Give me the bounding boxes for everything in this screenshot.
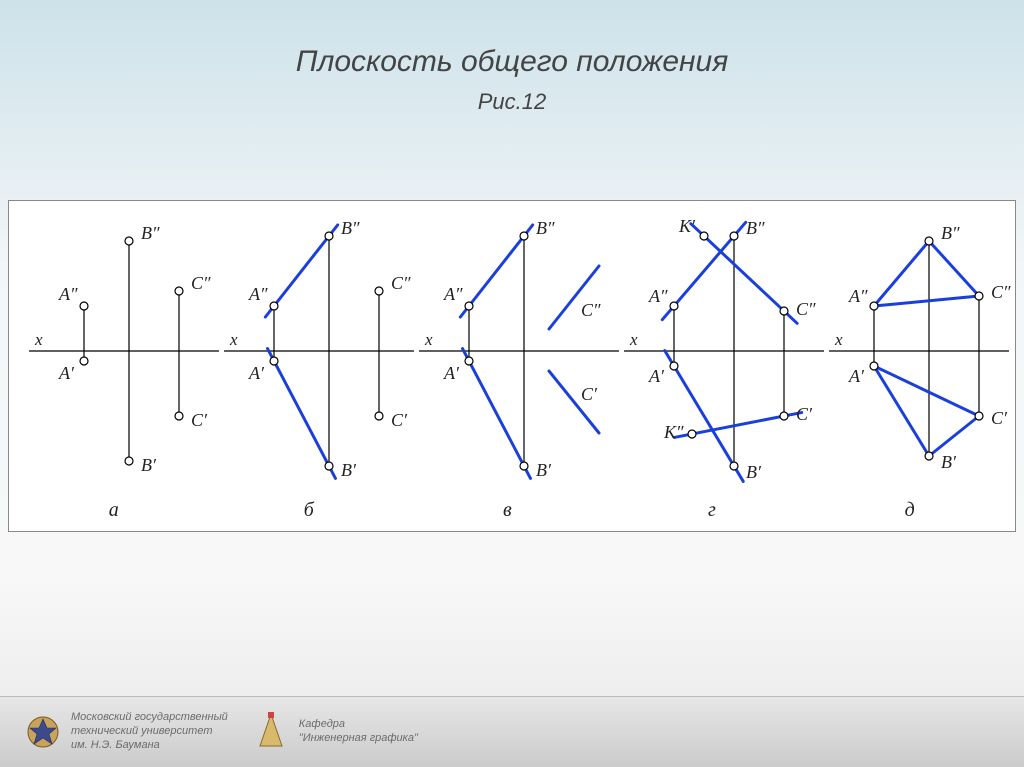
svg-text:С′: С′ — [581, 384, 598, 404]
university-line1: Московский государственный — [71, 711, 228, 725]
university-line2: технический университет — [71, 725, 228, 739]
svg-text:С″: С″ — [991, 282, 1011, 302]
svg-text:х: х — [34, 330, 43, 349]
figure-frame: х A″ A′ B″ B′ С″ С′ а х A″ A′ B″ B′ С″ С′ б х A″ A′ B″ B′ С″ С… — [8, 200, 1016, 532]
svg-text:A″: A″ — [848, 286, 868, 306]
svg-text:в: в — [503, 499, 512, 521]
svg-text:B′: B′ — [941, 452, 957, 472]
svg-text:х: х — [229, 330, 238, 349]
footer: Московский государственный технический у… — [0, 696, 1024, 767]
svg-text:г: г — [708, 499, 716, 521]
svg-text:B′: B′ — [141, 455, 157, 475]
svg-text:B′: B′ — [341, 460, 357, 480]
dept-line2: "Инженерная графика" — [299, 732, 418, 746]
svg-text:A′: A′ — [58, 363, 75, 383]
svg-text:B″: B″ — [536, 218, 555, 238]
footer-department: Кафедра "Инженерная графика" — [253, 714, 418, 750]
svg-text:A″: A″ — [248, 284, 268, 304]
svg-text:С′: С′ — [796, 404, 813, 424]
svg-text:С″: С″ — [581, 300, 601, 320]
svg-text:х: х — [424, 330, 433, 349]
svg-text:A′: A′ — [248, 363, 265, 383]
svg-text:С′: С′ — [191, 410, 208, 430]
department-emblem-icon — [253, 714, 289, 750]
svg-text:B″: B″ — [746, 218, 765, 238]
university-line3: им. Н.Э. Баумана — [71, 739, 228, 753]
footer-university: Московский государственный технический у… — [25, 711, 228, 752]
figure-svg: х A″ A′ B″ B′ С″ С′ а х A″ A′ B″ B′ С″ С′ б х A″ A′ B″ B′ С″ С… — [9, 201, 1015, 531]
svg-text:С″: С″ — [796, 299, 816, 319]
svg-text:С″: С″ — [191, 273, 211, 293]
svg-text:С′: С′ — [991, 408, 1008, 428]
svg-text:д: д — [905, 499, 915, 521]
svg-text:B″: B″ — [141, 223, 160, 243]
page-title: Плоскость общего положения — [0, 0, 1024, 79]
svg-text:B″: B″ — [341, 218, 360, 238]
svg-text:A′: A′ — [648, 366, 665, 386]
svg-text:K″: K″ — [663, 422, 684, 442]
svg-text:K′: K′ — [678, 216, 696, 236]
svg-text:A″: A″ — [648, 286, 668, 306]
dept-line1: Кафедра — [299, 718, 418, 732]
svg-text:а: а — [109, 499, 119, 521]
page-subtitle: Рис.12 — [0, 89, 1024, 115]
svg-text:B′: B′ — [536, 460, 552, 480]
svg-text:С′: С′ — [391, 410, 408, 430]
svg-text:С″: С″ — [391, 273, 411, 293]
university-emblem-icon — [25, 714, 61, 750]
svg-text:A″: A″ — [58, 284, 78, 304]
svg-text:х: х — [629, 330, 638, 349]
svg-text:б: б — [304, 499, 315, 521]
svg-text:A″: A″ — [443, 284, 463, 304]
svg-text:A′: A′ — [848, 366, 865, 386]
svg-text:B′: B′ — [746, 462, 762, 482]
svg-text:A′: A′ — [443, 363, 460, 383]
svg-text:х: х — [834, 330, 843, 349]
svg-text:B″: B″ — [941, 223, 960, 243]
